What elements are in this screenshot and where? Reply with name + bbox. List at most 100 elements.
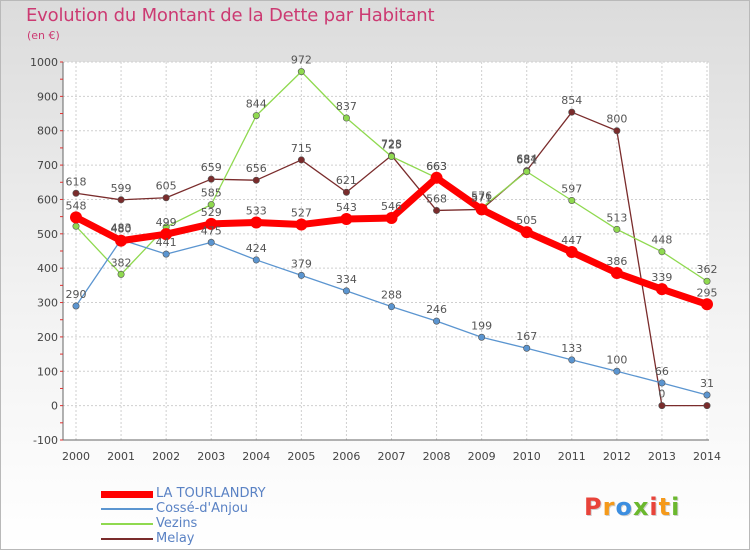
y-tick-label: 300 [37, 297, 58, 310]
data-point [207, 201, 215, 209]
y-tick-label: 0 [51, 400, 58, 413]
data-label: 382 [111, 256, 132, 269]
x-tick-label: 2002 [152, 450, 180, 463]
y-tick-label: 900 [37, 90, 58, 103]
logo-letter: i [671, 493, 681, 521]
chart-title: Evolution du Montant de la Dette par Hab… [26, 5, 435, 26]
data-point [701, 298, 713, 311]
data-label: 386 [606, 255, 627, 268]
data-label: 246 [426, 303, 447, 316]
x-tick-label: 2010 [513, 450, 541, 463]
data-label: 854 [561, 94, 582, 107]
x-tick-label: 2004 [242, 450, 270, 463]
data-label: 505 [516, 214, 537, 227]
data-label: 597 [561, 182, 582, 195]
data-label: 684 [516, 153, 537, 166]
data-label: 585 [201, 187, 222, 200]
y-tick-label: -100 [33, 434, 58, 447]
data-label: 527 [291, 207, 312, 220]
data-point [568, 108, 576, 116]
data-label: 715 [291, 142, 312, 155]
data-label: 499 [156, 216, 177, 229]
data-label: 621 [336, 174, 357, 187]
data-point [72, 222, 80, 230]
data-label: 339 [651, 271, 672, 284]
y-tick-label: 600 [37, 193, 58, 206]
x-tick-label: 2003 [197, 450, 225, 463]
data-point [115, 234, 128, 247]
logo-letter: t [658, 493, 672, 521]
data-point [297, 156, 305, 164]
x-tick-label: 2009 [468, 450, 496, 463]
data-label: 605 [156, 180, 177, 193]
x-tick-label: 2008 [423, 450, 451, 463]
data-point [252, 256, 260, 264]
y-tick-label: 500 [37, 228, 58, 241]
data-point [162, 250, 170, 258]
data-label: 199 [471, 319, 492, 332]
logo-letter: r [602, 493, 616, 521]
data-label: 972 [291, 54, 312, 67]
data-label: 656 [246, 162, 267, 175]
data-point [520, 226, 533, 239]
data-label: 571 [471, 191, 492, 204]
data-point [568, 196, 576, 204]
data-label: 529 [201, 206, 222, 219]
data-point [658, 379, 666, 387]
data-label: 447 [561, 234, 582, 247]
data-label: 681 [516, 154, 537, 167]
data-point [613, 367, 621, 375]
data-point [252, 176, 260, 184]
data-point [430, 171, 443, 184]
data-point [523, 344, 531, 352]
data-label: 448 [651, 234, 672, 247]
data-label: 618 [66, 175, 87, 188]
data-point [297, 68, 305, 76]
y-tick-label: 700 [37, 159, 58, 172]
data-label: 568 [426, 192, 447, 205]
data-label: 513 [606, 211, 627, 224]
data-label: 133 [561, 342, 582, 355]
data-label: 844 [246, 98, 267, 111]
legend-label: Melay [156, 531, 195, 546]
data-point [70, 211, 82, 224]
legend-swatch [101, 508, 153, 510]
legend-swatch [101, 491, 153, 498]
data-point [433, 317, 441, 325]
legend-swatch [101, 538, 153, 540]
data-point [658, 402, 666, 410]
logo-letter: o [615, 493, 633, 521]
data-point [703, 277, 711, 285]
data-label: 441 [156, 236, 177, 249]
data-point [117, 196, 125, 204]
data-point [703, 391, 711, 399]
y-tick-label: 1000 [30, 56, 58, 69]
legend-label: Cossé-d'Anjou [156, 501, 249, 516]
x-tick-label: 2013 [648, 450, 676, 463]
data-label: 548 [66, 199, 87, 212]
data-label: 334 [336, 273, 357, 286]
data-point [703, 402, 711, 410]
data-point [387, 153, 395, 161]
data-label: 576 [471, 190, 492, 203]
chart-subtitle: (en €) [27, 29, 60, 42]
data-label: 480 [111, 223, 132, 236]
data-point [655, 283, 668, 296]
x-tick-label: 2011 [558, 450, 586, 463]
x-tick-label: 2005 [287, 450, 315, 463]
data-label: 533 [246, 204, 267, 217]
data-label: 543 [336, 201, 357, 214]
data-label: 295 [697, 286, 718, 299]
data-label: 379 [291, 257, 312, 270]
data-point [658, 248, 666, 256]
data-point [72, 302, 80, 310]
data-point [252, 112, 260, 120]
data-label: 0 [658, 388, 665, 401]
data-point [250, 216, 263, 229]
data-label: 571 [471, 191, 492, 204]
data-point [295, 218, 308, 231]
data-point [340, 213, 353, 226]
data-point [207, 175, 215, 183]
x-tick-label: 2012 [603, 450, 631, 463]
data-point [72, 189, 80, 197]
